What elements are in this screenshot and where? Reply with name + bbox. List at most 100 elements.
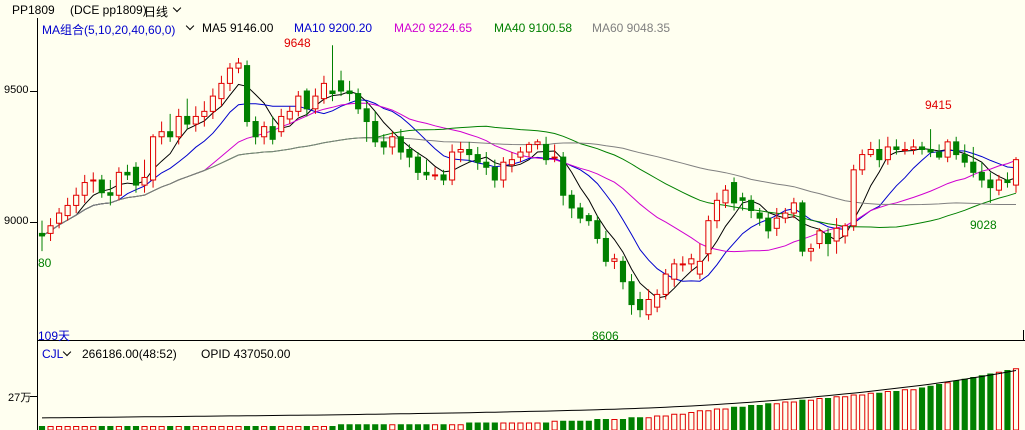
- candle-body: [859, 154, 866, 171]
- volume-bar: [568, 420, 575, 430]
- candle: [995, 174, 1002, 196]
- volume-bar: [645, 417, 652, 430]
- volume-bar: [167, 426, 174, 430]
- candle-body: [748, 199, 755, 212]
- volume-bar: [64, 426, 71, 430]
- candle-body: [671, 263, 678, 280]
- volume-bar: [790, 401, 797, 430]
- candle: [833, 218, 840, 254]
- candle-body: [953, 141, 960, 156]
- volume-bar: [500, 422, 507, 430]
- candle: [884, 136, 891, 165]
- volume-bar: [303, 426, 310, 430]
- candle-body: [782, 212, 789, 219]
- ma40-value: MA40 9100.58: [494, 21, 573, 35]
- volume-bar: [150, 426, 157, 430]
- candle: [953, 136, 960, 160]
- candle-body: [517, 151, 524, 158]
- volume-bar: [457, 424, 464, 430]
- low-label-right: 9028: [970, 218, 997, 232]
- candle-body: [619, 260, 627, 283]
- volume-bar: [859, 394, 866, 430]
- candle: [431, 167, 439, 180]
- volume-bar: [192, 426, 199, 430]
- candle-body: [551, 156, 558, 159]
- candle-body: [47, 225, 54, 234]
- candle-body: [893, 146, 900, 150]
- ma-combo-select[interactable]: MA组合(5,10,20,40,60,0): [42, 23, 176, 37]
- candle: [98, 174, 105, 198]
- candle-body: [431, 174, 439, 177]
- symbol-label[interactable]: PP1809: [12, 3, 55, 17]
- candle: [799, 200, 806, 257]
- candle-body: [218, 82, 225, 100]
- candle: [423, 159, 430, 180]
- candle-body: [637, 298, 644, 311]
- candle: [47, 218, 54, 242]
- volume-bar: [782, 401, 789, 430]
- candle-body: [543, 143, 550, 161]
- candle: [1004, 172, 1011, 188]
- candle: [243, 60, 251, 127]
- volume-bar: [90, 426, 97, 430]
- volume-bar: [884, 391, 891, 430]
- candle-body: [611, 258, 618, 262]
- candle-body: [765, 217, 772, 232]
- candle: [132, 162, 140, 193]
- volume-bar: [132, 426, 140, 430]
- volume-bar: [730, 406, 738, 430]
- candle-body: [286, 110, 293, 120]
- candle: [585, 213, 592, 226]
- candle-body: [799, 202, 806, 252]
- candle: [568, 190, 575, 219]
- candle: [517, 146, 524, 163]
- candle-body: [987, 179, 994, 189]
- candle-body: [167, 131, 174, 138]
- volume-bar: [671, 413, 678, 430]
- volume-value: 266186.00(48:52): [82, 347, 177, 361]
- candle: [850, 164, 857, 231]
- candle: [261, 121, 268, 145]
- candle: [679, 256, 686, 272]
- exchange-label: (DCE pp1809): [70, 3, 147, 17]
- volume-bar: [619, 419, 627, 430]
- candle: [688, 253, 695, 272]
- candle: [594, 215, 601, 244]
- candle-body: [81, 182, 88, 196]
- candle: [876, 139, 883, 168]
- volume-bar: [474, 422, 481, 430]
- candle-body: [474, 154, 481, 163]
- candle: [901, 141, 908, 155]
- volume-bar: [748, 405, 755, 430]
- candle: [252, 116, 259, 145]
- candle-body: [414, 156, 421, 173]
- candle: [226, 63, 234, 92]
- volume-bar: [295, 426, 302, 430]
- volume-bar: [449, 424, 456, 430]
- volume-bar: [525, 422, 533, 430]
- candle: [295, 91, 302, 117]
- candle: [329, 45, 336, 102]
- volume-bar: [662, 415, 669, 430]
- candle: [278, 108, 285, 137]
- candle-body: [184, 115, 191, 125]
- candle: [551, 144, 558, 163]
- candle: [115, 167, 122, 201]
- indicator-select[interactable]: CJL: [42, 347, 64, 361]
- volume-bar: [124, 426, 131, 430]
- period-select[interactable]: 日线: [144, 5, 169, 19]
- candle-body: [816, 230, 823, 245]
- candle: [81, 174, 88, 203]
- candle-body: [918, 146, 926, 150]
- volume-bar: [218, 426, 225, 430]
- volume-bar: [278, 426, 285, 430]
- candle: [662, 268, 669, 300]
- candle: [167, 113, 174, 142]
- candle: [560, 152, 567, 206]
- volume-bar: [833, 396, 840, 430]
- volume-bar: [918, 387, 926, 430]
- candle: [500, 157, 507, 188]
- volume-bar: [543, 422, 550, 430]
- candle-body: [936, 151, 943, 158]
